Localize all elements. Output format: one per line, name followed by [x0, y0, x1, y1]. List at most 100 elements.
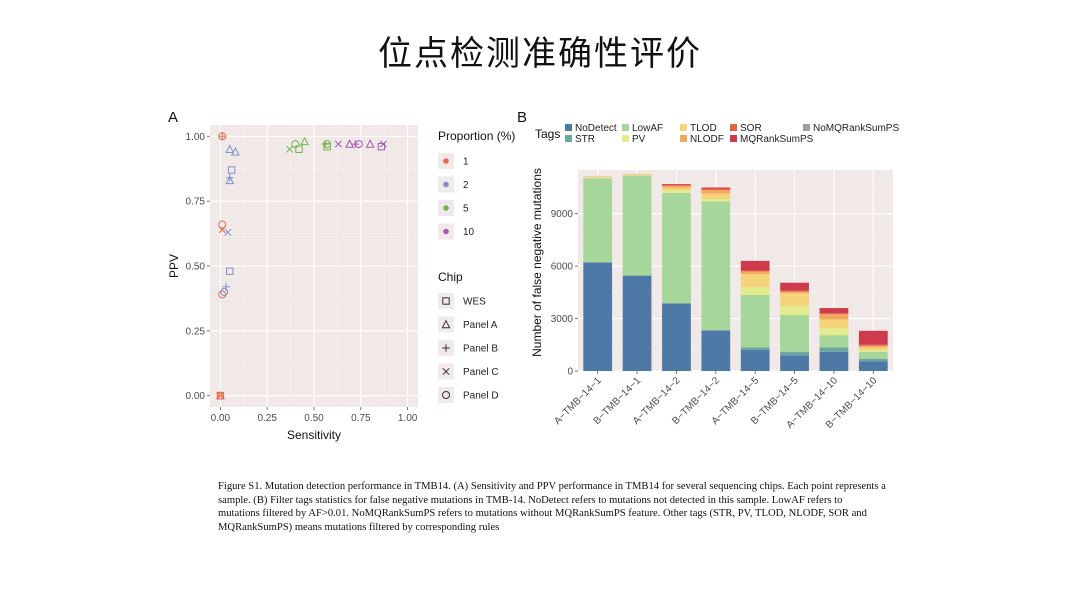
legend-label: NoMQRankSumPS — [813, 123, 899, 134]
legend-label: NoDetect — [575, 123, 617, 134]
data-point — [345, 139, 354, 148]
data-point — [218, 290, 227, 299]
bar-segment — [819, 308, 849, 314]
data-point — [365, 139, 375, 148]
legend-color-swatch — [443, 158, 449, 164]
legend-label: WES — [463, 297, 486, 308]
legend-label: 5 — [463, 204, 469, 215]
data-point — [291, 140, 300, 149]
legend-color-swatch — [680, 135, 687, 142]
bar-segment — [819, 313, 849, 315]
y-tick-label: 0.00 — [186, 391, 206, 402]
data-point — [377, 142, 386, 151]
scatter-chart-a: A 0.00 0.25 0.50 0.75 1.00 0.00 0.25 0.50 0.75 1.0… — [167, 109, 515, 442]
y-tick-label: 0.25 — [186, 326, 206, 337]
y-tick-label: 0 — [567, 367, 573, 378]
legend-color-swatch — [443, 205, 449, 211]
x-axis-label: Sensitivity — [287, 428, 341, 442]
bar-segment — [780, 282, 809, 291]
x-tick-label: 0.25 — [257, 413, 277, 424]
legend-title-tags: Tags — [535, 127, 560, 141]
bar-segment — [701, 198, 731, 202]
y-tick-label: 1.00 — [186, 132, 206, 143]
data-point — [225, 144, 235, 153]
y-axis-label: PPV — [167, 254, 181, 278]
bar-segment — [662, 187, 691, 191]
y-tick-label: 3000 — [551, 314, 574, 325]
legend-color-swatch — [680, 124, 687, 131]
bar-segment — [583, 262, 613, 371]
legend-color-swatch — [803, 124, 810, 131]
data-point — [218, 220, 227, 229]
legend-label: STR — [575, 134, 595, 145]
legend-label: 10 — [463, 227, 475, 238]
legend-title-chip: Chip — [438, 270, 463, 284]
bar-segment — [819, 328, 849, 336]
bar-segment — [740, 271, 770, 274]
data-point — [227, 166, 236, 174]
x-tick-label: 0.75 — [351, 413, 371, 424]
bar-segment — [780, 293, 809, 307]
legend-color-swatch — [443, 228, 449, 235]
legend-color-swatch — [730, 135, 737, 142]
data-point — [323, 142, 331, 151]
bar-segment — [819, 347, 849, 352]
data-point — [215, 390, 225, 400]
legend-shape-square — [442, 297, 450, 305]
bar-segment — [583, 262, 613, 263]
x-tick-label: 0.00 — [211, 413, 231, 424]
legend-label: TLOD — [690, 123, 717, 134]
bar-segment — [622, 275, 652, 276]
x-tick-label: 0.50 — [304, 413, 324, 424]
legend-label: 2 — [463, 180, 469, 191]
bar-segment — [701, 190, 731, 194]
legend-label: PV — [632, 134, 646, 145]
data-point — [230, 146, 240, 156]
bar-segment — [583, 176, 613, 178]
bar-segment — [701, 193, 731, 199]
bar-segment — [662, 185, 691, 188]
bar-segment — [780, 315, 809, 352]
y-tick-label: 9000 — [551, 209, 574, 220]
bar-segment — [780, 306, 809, 316]
y-axis-label: Number of false negative mutations — [530, 168, 544, 357]
y-tick-label: 6000 — [551, 262, 574, 273]
bar-segment — [740, 287, 770, 295]
data-point — [224, 228, 232, 236]
legend-shape-triangle — [441, 319, 451, 329]
y-tick-label: 0.75 — [186, 197, 206, 208]
bar-segment — [858, 330, 888, 345]
legend-shape-plus — [442, 344, 450, 352]
bar-segment — [662, 192, 691, 304]
bar-segment — [662, 185, 691, 186]
bar-segment — [662, 303, 691, 304]
bar-segment — [819, 319, 849, 329]
bar-segment — [622, 174, 652, 176]
bar-segment — [819, 335, 849, 348]
bar-segment — [622, 275, 652, 371]
legend-key-bg — [438, 387, 454, 403]
data-point — [226, 267, 234, 275]
legend-label: LowAF — [632, 123, 663, 134]
legend-label: 1 — [463, 157, 469, 168]
bar-segment — [858, 344, 888, 346]
bar-segment — [622, 174, 652, 175]
bar-segment — [819, 314, 849, 320]
bar-segment — [780, 351, 809, 356]
legend-shape-circle — [442, 391, 450, 399]
bar-segment — [740, 294, 770, 348]
bar-segment — [740, 270, 770, 272]
bar-segment — [740, 347, 770, 351]
legend-color-swatch — [443, 181, 449, 188]
data-point — [225, 175, 235, 185]
bar-segment — [740, 350, 770, 371]
legend-key-bg — [438, 316, 454, 333]
bar-segment — [740, 260, 770, 271]
data-point — [218, 132, 227, 141]
legend-label: MQRankSumPS — [740, 134, 814, 145]
data-point — [216, 392, 224, 400]
bar-segment — [780, 291, 809, 294]
legend-label: Panel D — [463, 391, 499, 402]
bar-segment — [858, 345, 888, 348]
data-point — [321, 140, 330, 148]
